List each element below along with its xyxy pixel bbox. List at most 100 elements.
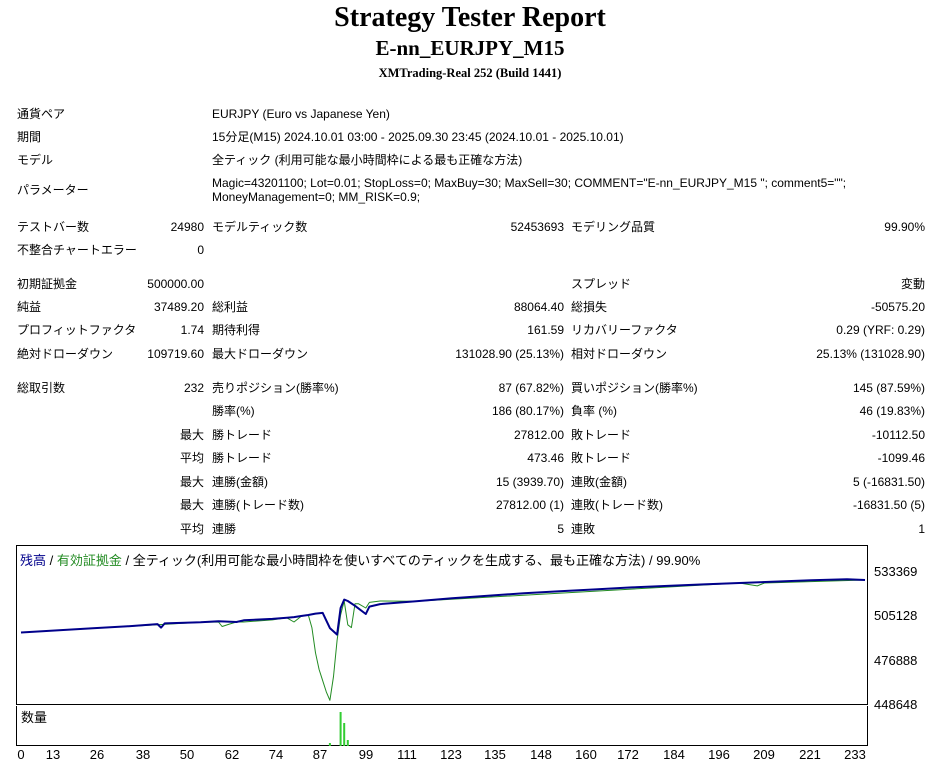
cons-loss-trades-label: 連敗(トレード数) (571, 498, 663, 512)
short-positions-value: 87 (67.82%) (498, 381, 564, 395)
report-title: Strategy Tester Report (334, 2, 606, 33)
y-tick-label: 533369 (874, 564, 918, 579)
model-label: モデル (17, 153, 54, 167)
rel-drawdown-value: 25.13% (131028.90) (816, 347, 925, 361)
x-tick-label: 74 (268, 747, 284, 762)
volume-label: 数量 (21, 710, 48, 725)
expected-payoff-label: 期待利得 (212, 323, 261, 337)
max-win-label: 勝トレード (212, 428, 273, 442)
avg-cons-win-value: 5 (557, 522, 564, 536)
x-tick-label: 26 (89, 747, 105, 762)
total-trades-value: 232 (183, 381, 204, 395)
win-rate-value: 186 (80.17%) (491, 404, 564, 418)
max-drawdown-label: 最大ドローダウン (212, 347, 309, 361)
spread-label: スプレッド (571, 277, 632, 291)
max-label-3: 最大 (179, 498, 204, 512)
y-tick-label: 448648 (874, 697, 918, 712)
balance-line (20, 578, 866, 636)
ticks-label: モデルティック数 (212, 220, 308, 234)
max-win-value: 27812.00 (513, 428, 564, 442)
abs-drawdown-label: 絶対ドローダウン (17, 347, 114, 361)
parameters-value-line2: MoneyManagement=0; MM_RISK=0.9; (212, 190, 421, 204)
loss-rate-label: 負率 (%) (571, 404, 617, 418)
cons-win-trades-value: 27812.00 (1) (495, 498, 564, 512)
quality-value: 99.90% (884, 220, 925, 234)
x-tick-label: 0 (17, 747, 25, 762)
symbol-value: EURJPY (Euro vs Japanese Yen) (212, 107, 390, 121)
long-positions-value: 145 (87.59%) (852, 381, 925, 395)
volume-bar (343, 723, 346, 746)
recovery-factor-value: 0.29 (YRF: 0.29) (836, 323, 925, 337)
deposit-value: 500000.00 (147, 277, 204, 291)
period-value: 15分足(M15) 2024.10.01 03:00 - 2025.09.30 … (212, 130, 624, 144)
cons-win-amount-value: 15 (3939.70) (495, 475, 564, 489)
cons-win-amount-label: 連勝(金額) (212, 475, 268, 489)
balance-chart (16, 545, 868, 705)
deposit-label: 初期証拠金 (17, 277, 78, 291)
avg-cons-loss-label: 連敗 (571, 522, 596, 536)
symbol-label: 通貨ペア (17, 107, 66, 121)
x-tick-label: 111 (397, 747, 417, 762)
chart-legend: 残高 / 有効証拠金 / 全ティック(利用可能な最小時間枠を使いすべてのティック… (20, 550, 700, 569)
period-label: 期間 (17, 130, 42, 144)
bars-label: テストバー数 (17, 220, 90, 234)
parameters-value: Magic=43201100; Lot=0.01; StopLoss=0; Ma… (212, 176, 847, 190)
gross-profit-label: 総利益 (212, 300, 249, 314)
legend-equity: 有効証拠金 (56, 553, 122, 568)
x-tick-label: 233 (844, 747, 866, 762)
legend-model: / 全ティック(利用可能な最小時間枠を使いすべてのティックを生成する、最も正確な… (121, 553, 701, 568)
profit-factor-value: 1.74 (180, 323, 204, 337)
spread-value: 変動 (900, 277, 925, 291)
parameters-label: パラメーター (17, 183, 89, 197)
abs-drawdown-value: 109719.60 (147, 347, 204, 361)
gross-loss-label: 総損失 (571, 300, 608, 314)
max-label-2: 最大 (179, 475, 204, 489)
legend-balance: 残高 (20, 553, 47, 568)
loss-rate-value: 46 (19.83%) (859, 404, 925, 418)
legend-sep: / (46, 553, 57, 568)
cons-loss-trades-value: -16831.50 (5) (852, 498, 925, 512)
long-positions-label: 買いポジション(勝率%) (571, 381, 698, 395)
net-profit-value: 37489.20 (153, 300, 204, 314)
recovery-factor-label: リカバリーファクタ (571, 323, 678, 337)
balance-chart-svg (20, 578, 866, 701)
total-trades-label: 総取引数 (17, 381, 66, 395)
volume-bar (328, 743, 331, 746)
x-tick-label: 135 (484, 747, 506, 762)
x-tick-label: 38 (135, 747, 151, 762)
avg-label-1: 平均 (179, 451, 204, 465)
ticks-value: 52453693 (510, 220, 564, 234)
x-tick-label: 87 (312, 747, 328, 762)
expert-name: E-nn_EURJPY_M15 (375, 36, 565, 60)
net-profit-label: 純益 (17, 300, 42, 314)
bars-value: 24980 (170, 220, 204, 234)
server-name: XMTrading-Real 252 (Build 1441) (378, 66, 562, 80)
y-tick-label: 505128 (874, 608, 918, 623)
cons-win-trades-label: 連勝(トレード数) (212, 498, 304, 512)
gross-loss-value: -50575.20 (870, 300, 925, 314)
gross-profit-value: 88064.40 (513, 300, 564, 314)
avg-win-label: 勝トレード (212, 451, 273, 465)
x-tick-label: 148 (530, 747, 552, 762)
y-tick-label: 476888 (874, 653, 918, 668)
x-tick-label: 184 (663, 747, 685, 762)
short-positions-label: 売りポジション(勝率%) (212, 381, 339, 395)
cons-loss-amount-value: 5 (-16831.50) (852, 475, 925, 489)
expected-payoff-value: 161.59 (527, 323, 564, 337)
volume-chart (16, 706, 868, 746)
max-drawdown-value: 131028.90 (25.13%) (455, 347, 564, 361)
volume-bar (346, 740, 349, 746)
avg-cons-loss-value: 1 (918, 522, 925, 536)
mismatch-value: 0 (197, 243, 204, 257)
avg-loss-value: -1099.46 (877, 451, 925, 465)
avg-loss-label: 敗トレード (571, 451, 632, 465)
model-value: 全ティック (利用可能な最小時間枠による最も正確な方法) (212, 153, 523, 167)
avg-label-2: 平均 (179, 522, 204, 536)
avg-win-value: 473.46 (527, 451, 564, 465)
x-tick-label: 13 (45, 747, 61, 762)
x-tick-label: 123 (440, 747, 462, 762)
x-tick-label: 99 (358, 747, 374, 762)
max-loss-value: -10112.50 (871, 428, 925, 442)
volume-bar (339, 712, 342, 746)
x-tick-label: 209 (753, 747, 775, 762)
